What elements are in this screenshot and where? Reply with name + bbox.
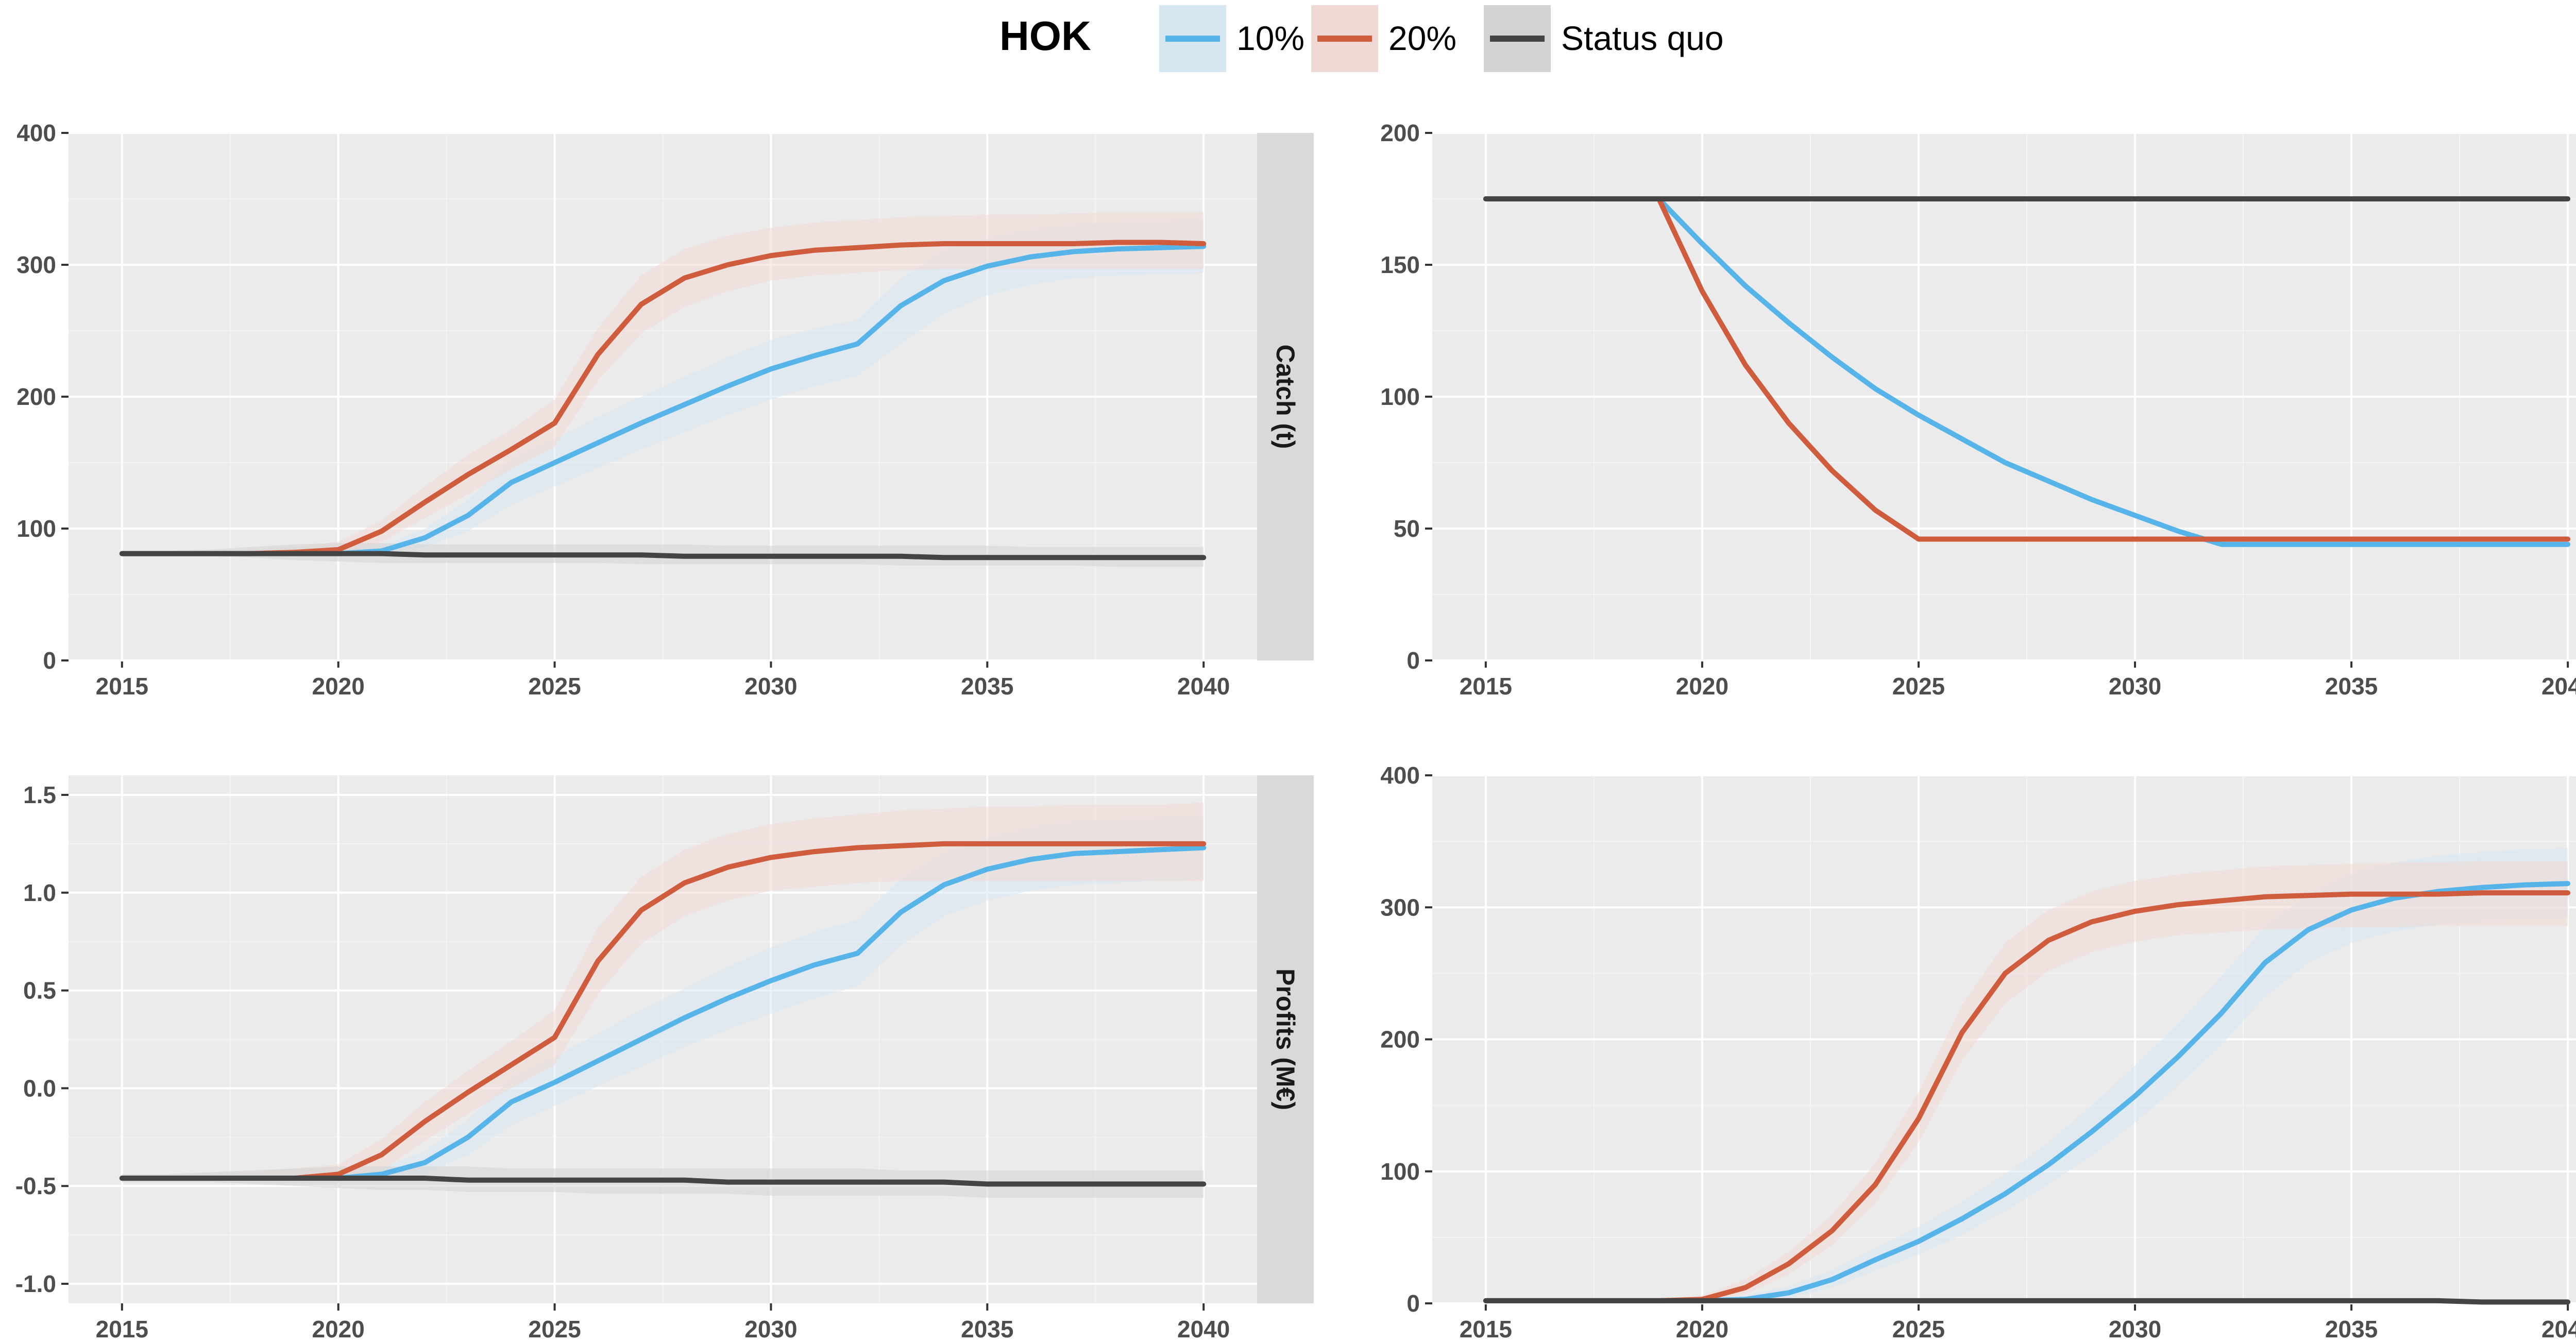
x-tick-label: 2030 — [2109, 1316, 2161, 1342]
legend-label-20: 20% — [1388, 19, 1456, 57]
y-tick-label: 0.5 — [23, 977, 56, 1004]
x-tick-label: 2025 — [528, 1316, 581, 1342]
facet-strip-label: Profits (M€) — [1271, 969, 1300, 1110]
series-line — [1483, 196, 2571, 547]
y-tick-label: 300 — [16, 251, 56, 278]
x-tick-label: 2020 — [1676, 1316, 1728, 1342]
legend-item-status-quo: Status quo — [1484, 5, 1724, 72]
legend-item-20: 20% — [1311, 5, 1456, 72]
y-tick-label: 0 — [1406, 1290, 1420, 1317]
x-tick-label: 2030 — [744, 673, 797, 700]
x-tick-label: 2015 — [1460, 1316, 1512, 1342]
y-tick-label: -1.0 — [15, 1270, 56, 1297]
x-tick-label: 2025 — [1892, 1316, 1945, 1342]
y-tick-label: 400 — [1380, 762, 1420, 789]
y-tick-label: 200 — [1380, 120, 1420, 146]
series-line — [1483, 196, 2571, 542]
x-tick-label: 2040 — [2541, 1316, 2576, 1342]
series-band — [122, 220, 1204, 556]
x-tick-label: 2035 — [961, 673, 1013, 700]
legend-label-10: 10% — [1236, 19, 1304, 57]
y-tick-label: 100 — [16, 515, 56, 542]
legend-title: HOK — [999, 13, 1091, 59]
y-tick-label: 1.5 — [23, 782, 56, 808]
legend: HOK 10% 20% Status quo — [999, 5, 1724, 72]
y-tick-label: 1.0 — [23, 879, 56, 906]
legend-item-10: 10% — [1159, 5, 1304, 72]
y-tick-label: 100 — [1380, 1158, 1420, 1185]
x-tick-label: 2035 — [2325, 1316, 2378, 1342]
facet-strip — [1257, 133, 1314, 660]
series-band — [122, 212, 1204, 556]
y-tick-label: 300 — [1380, 894, 1420, 921]
series-band — [122, 816, 1204, 1182]
y-tick-label: 400 — [16, 120, 56, 146]
panel-2: 201520202025203020352040050100150200Effo… — [1380, 120, 2576, 700]
x-tick-label: 2040 — [2541, 673, 2576, 700]
series-line — [119, 551, 1207, 560]
series-band — [122, 803, 1204, 1182]
x-tick-label: 2030 — [744, 1316, 797, 1342]
x-tick-label: 2035 — [2325, 673, 2378, 700]
panel-3: 2015 2020 2025 2030 2035 2040 -1.0 -0.5 0.0 0.5 1.… — [15, 775, 1314, 1342]
panel-1: 2015 2020 2025 2030 2035 2040 0 100 200 300 400 Cat… — [16, 120, 1314, 700]
x-tick-label: 2015 — [96, 1316, 148, 1342]
y-tick-label: 0 — [1406, 647, 1420, 674]
x-tick-label: 2040 — [1177, 673, 1230, 700]
x-tick-label: 2020 — [1676, 673, 1728, 700]
x-tick-label: 2020 — [312, 673, 365, 700]
facet-strip-label: Catch (t) — [1271, 345, 1300, 449]
x-tick-label: 2015 — [1460, 673, 1512, 700]
series-line — [119, 1176, 1207, 1187]
x-tick-label: 2030 — [2109, 673, 2161, 700]
series-line — [1483, 1298, 2571, 1305]
x-tick-label: 2025 — [528, 673, 581, 700]
x-tick-label: 2020 — [312, 1316, 365, 1342]
y-tick-label: 50 — [1394, 515, 1420, 542]
x-tick-label: 2025 — [1892, 673, 1945, 700]
panel-4: 2015202020252030203520400100200300400Cre… — [1380, 762, 2576, 1342]
y-tick-label: 0.0 — [23, 1075, 56, 1101]
y-tick-label: 150 — [1380, 251, 1420, 278]
y-tick-label: 0 — [43, 647, 56, 674]
legend-label-status-quo: Status quo — [1561, 19, 1724, 57]
y-tick-label: 200 — [16, 383, 56, 410]
facet-strip — [1257, 775, 1314, 1303]
x-tick-label: 2035 — [961, 1316, 1013, 1342]
series-band — [1485, 847, 2568, 1302]
x-tick-label: 2040 — [1177, 1316, 1230, 1342]
y-tick-label: 200 — [1380, 1026, 1420, 1053]
y-tick-label: -0.5 — [15, 1173, 56, 1199]
series-band — [1485, 861, 2568, 1302]
y-tick-label: 100 — [1380, 383, 1420, 410]
x-tick-label: 2015 — [96, 673, 148, 700]
